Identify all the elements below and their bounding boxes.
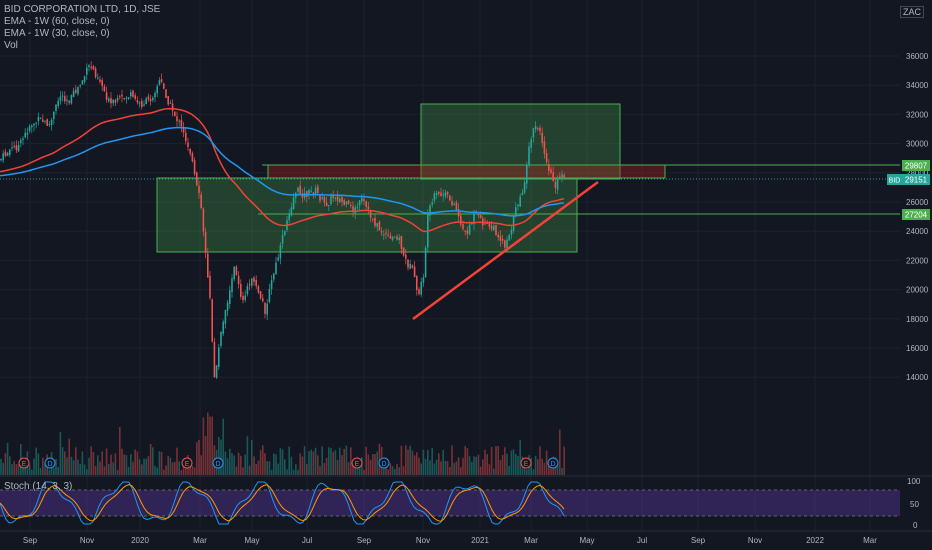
time-axis-label: Mar [524,536,538,545]
stoch-band [0,490,900,516]
svg-text:0: 0 [913,521,918,530]
time-axis-label: Jul [302,536,312,545]
trendline[interactable] [412,180,599,321]
time-axis[interactable]: Sep Nov 2020 Mar May Jul Sep Nov 2021 Mar May Jul Se… [23,536,877,545]
time-axis-label: 2022 [806,536,824,545]
price-tag-bid: BID 29151 [887,174,930,185]
event-marker[interactable]: D [212,457,224,469]
ema-60-label[interactable]: EMA - 1W (60, close, 0) [4,16,110,27]
stoch-label[interactable]: Stoch (14, 3, 3) [4,481,73,492]
currency-label[interactable]: ZAC [900,6,924,18]
symbol-title[interactable]: BID CORPORATION LTD, 1D, JSE [4,4,161,15]
stoch-d-line [0,484,565,522]
event-marker[interactable]: D [378,457,390,469]
grid-lines [0,0,900,531]
stoch-axis: 100 50 0 [907,477,921,530]
svg-text:BID: BID [889,178,901,185]
ema-30-label[interactable]: EMA - 1W (30, close, 0) [4,28,110,39]
svg-text:D: D [550,461,555,468]
svg-text:29807: 29807 [905,162,928,171]
svg-text:50: 50 [910,500,919,509]
price-axis-label: 34000 [906,81,929,90]
svg-text:27204: 27204 [905,211,928,220]
time-axis-label: Nov [416,536,430,545]
price-tag-27204: 27204 [902,209,930,220]
price-axis-label: 16000 [906,344,929,353]
range-box-upper[interactable] [420,103,621,180]
time-axis-label: Sep [23,536,38,545]
svg-text:29151: 29151 [905,176,928,185]
price-axis-label: 18000 [906,315,929,324]
time-axis-label: May [244,536,259,545]
time-axis-label: May [579,536,594,545]
event-marker[interactable]: D [547,457,559,469]
price-axis-label: 26000 [906,198,929,207]
time-axis-label: Mar [863,536,877,545]
price-axis-label: 14000 [906,373,929,382]
svg-text:E: E [355,461,360,468]
time-axis-label: Nov [748,536,762,545]
price-axis-label: 32000 [906,110,929,119]
price-axis-label: 28000 [906,169,929,178]
price-axis[interactable]: 36000 34000 32000 30000 28000 26000 24000 22000… [906,52,929,382]
resistance-zone[interactable] [267,164,666,179]
svg-text:D: D [47,461,52,468]
ema-60-line [0,107,565,233]
time-axis-label: Sep [357,536,372,545]
event-marker[interactable]: E [181,457,193,469]
price-axis-label: 20000 [906,286,929,295]
price-axis-label: 22000 [906,256,929,265]
event-marker[interactable]: E [18,457,30,469]
volume-label[interactable]: Vol [4,40,18,51]
range-box-lower[interactable] [156,177,578,253]
svg-text:E: E [22,461,27,468]
event-marker[interactable]: E [520,457,532,469]
price-tag-29807: 29807 [902,160,930,171]
price-axis-label: 30000 [906,140,929,149]
time-axis-label: Sep [691,536,706,545]
ema-30-line [0,126,565,217]
time-axis-label: Nov [80,536,94,545]
price-axis-label: 36000 [906,52,929,61]
stoch-k-line [0,481,565,525]
price-axis-label: 24000 [906,227,929,236]
svg-text:E: E [524,461,529,468]
svg-text:E: E [185,461,190,468]
time-axis-label: Jul [637,536,647,545]
svg-text:D: D [381,461,386,468]
chart-legend: BID CORPORATION LTD, 1D, JSE EMA - 1W (6… [4,4,160,52]
time-axis-label: 2021 [471,536,489,545]
time-axis-label: Mar [193,536,207,545]
time-axis-label: 2020 [131,536,149,545]
event-marker[interactable]: D [44,457,56,469]
candlesticks [0,61,565,380]
event-marker[interactable]: E [351,457,363,469]
svg-text:100: 100 [907,477,921,486]
svg-text:D: D [215,461,220,468]
